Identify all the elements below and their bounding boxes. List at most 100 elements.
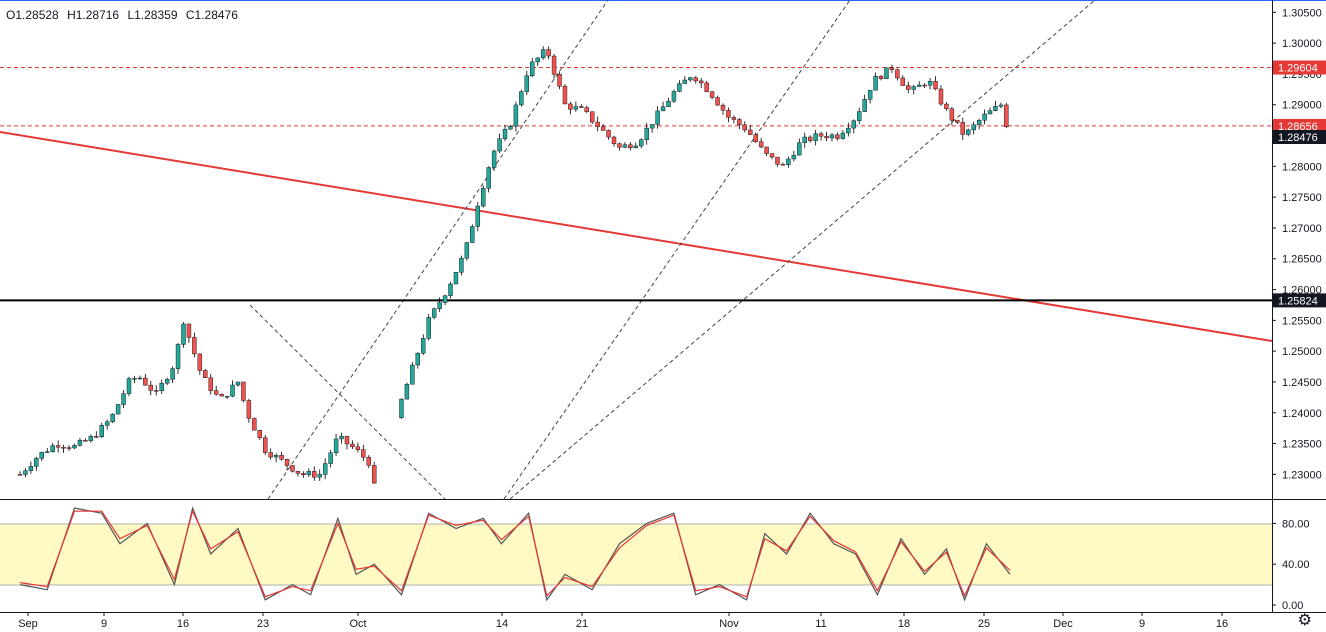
- candle: [639, 138, 644, 149]
- candle-body: [208, 377, 213, 391]
- candle: [557, 71, 562, 90]
- candle: [775, 156, 780, 167]
- candle-body: [944, 103, 949, 109]
- candle-body: [829, 134, 835, 139]
- candle-body: [649, 124, 655, 129]
- price-label-box: [1273, 293, 1326, 308]
- price-label-text: 1.29604: [1278, 63, 1318, 75]
- channel-line[interactable]: [503, 0, 851, 500]
- candle: [372, 461, 377, 484]
- descending-trend-line[interactable]: [0, 131, 1273, 342]
- candle: [835, 132, 840, 141]
- candle-body: [617, 143, 622, 148]
- candle: [442, 294, 448, 306]
- candle-body: [203, 370, 208, 378]
- candle-body: [671, 91, 677, 102]
- candle: [126, 376, 132, 397]
- candle: [39, 451, 44, 462]
- candle: [704, 80, 709, 93]
- price-tick-label: 1.26500: [1282, 254, 1322, 266]
- price-tick-label: 1.24000: [1282, 408, 1322, 420]
- price-tick-label: 1.30500: [1282, 7, 1322, 19]
- candle: [23, 468, 28, 478]
- channel-line[interactable]: [509, 0, 1096, 500]
- candle: [328, 450, 333, 468]
- candle: [878, 75, 884, 81]
- candle: [273, 453, 279, 463]
- candle-body: [230, 384, 235, 397]
- candle: [464, 241, 470, 261]
- candle: [693, 76, 698, 84]
- candle-body: [639, 139, 644, 147]
- time-tick-label: 25: [978, 618, 990, 630]
- candle: [170, 366, 175, 384]
- candle-body: [906, 85, 911, 90]
- candle: [976, 118, 982, 130]
- candle: [786, 156, 791, 168]
- candle-body: [840, 132, 846, 139]
- candle: [846, 122, 851, 137]
- high-value: H1.28716: [67, 8, 120, 22]
- candle-body: [884, 67, 889, 79]
- candle-body: [448, 283, 453, 296]
- candle: [437, 297, 442, 312]
- candle: [660, 101, 666, 112]
- candle: [622, 142, 628, 148]
- gear-icon[interactable]: ⚙: [1297, 612, 1312, 629]
- candle: [666, 97, 671, 108]
- candle-body: [481, 188, 486, 207]
- candle-body: [955, 119, 960, 123]
- candle: [895, 68, 900, 81]
- channel-line[interactable]: [249, 304, 446, 500]
- candle-body: [786, 158, 791, 165]
- candle-body: [301, 473, 306, 476]
- candle: [34, 456, 39, 471]
- candle: [268, 448, 273, 460]
- candle-body: [23, 470, 28, 475]
- candle: [110, 413, 115, 424]
- drawing-layer[interactable]: [0, 0, 1273, 500]
- channel-line[interactable]: [267, 0, 609, 500]
- candle: [829, 132, 835, 142]
- candle: [807, 135, 813, 143]
- candle-body: [350, 443, 355, 448]
- candle-body: [410, 364, 415, 385]
- candle-body: [333, 438, 339, 454]
- candle-body: [508, 126, 513, 130]
- candle-body: [159, 383, 164, 392]
- candle-body: [949, 108, 955, 121]
- candle: [802, 132, 807, 148]
- candle: [857, 107, 862, 125]
- candle: [955, 119, 960, 125]
- stochastic-d-line: [19, 509, 1011, 598]
- candle: [355, 442, 361, 453]
- candle: [709, 90, 715, 100]
- candle-body: [938, 88, 944, 105]
- candle: [72, 443, 77, 449]
- candle-body: [34, 458, 39, 467]
- candle-body: [77, 440, 83, 446]
- candle: [617, 142, 622, 151]
- candle: [470, 224, 475, 243]
- candle-body: [568, 103, 573, 110]
- price-tick-label: 1.29000: [1282, 100, 1322, 112]
- candle: [1004, 102, 1009, 129]
- candle-body: [148, 384, 153, 391]
- candle: [873, 72, 878, 91]
- candle: [900, 75, 906, 86]
- candle: [17, 471, 23, 476]
- candle: [159, 379, 164, 394]
- candle: [99, 422, 104, 439]
- candle: [77, 437, 83, 447]
- candle: [279, 451, 284, 461]
- candle-body: [186, 323, 192, 338]
- price-label-text: 1.28656: [1278, 121, 1318, 133]
- candle-body: [399, 398, 404, 418]
- candle-body: [971, 124, 976, 131]
- candle-body: [88, 436, 94, 441]
- candle-body: [459, 257, 464, 273]
- candle-body: [295, 471, 301, 474]
- price-label: 1.25824: [1273, 293, 1326, 308]
- candle: [404, 382, 410, 400]
